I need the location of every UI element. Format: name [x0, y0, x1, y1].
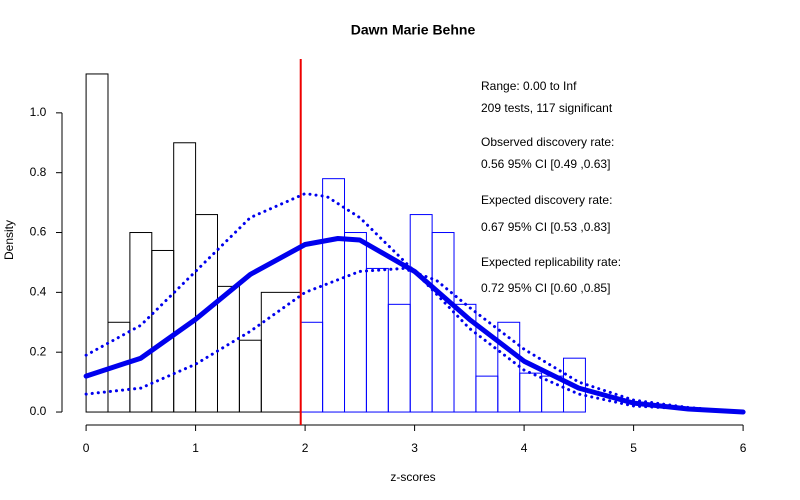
histogram-bar	[387, 303, 411, 413]
histogram-bar	[260, 291, 302, 413]
x-axis-label: z-scores	[390, 470, 435, 484]
histogram-bar	[519, 372, 543, 413]
x-tick-label: 3	[411, 441, 418, 455]
y-tick-label: 0.2	[30, 344, 47, 358]
annotation: Observed discovery rate:	[481, 135, 614, 149]
histogram-bar	[151, 249, 175, 413]
histogram-bar	[475, 375, 499, 413]
histogram-bar	[431, 232, 455, 413]
histogram-bar	[497, 321, 521, 413]
y-tick-label: 0.8	[30, 165, 47, 179]
histogram-bar	[216, 285, 240, 413]
x-tick-label: 1	[192, 441, 199, 455]
y-tick-label: 0.0	[30, 404, 47, 418]
histogram-bar	[409, 214, 433, 413]
y-axis-label: Density	[2, 220, 16, 260]
histogram-bar	[322, 178, 346, 413]
y-tick-label: 1.0	[30, 105, 47, 119]
y-tick-label: 0.6	[30, 225, 47, 239]
chart-title: Dawn Marie Behne	[351, 22, 476, 38]
histogram-bar	[129, 232, 153, 413]
histogram-bar	[173, 142, 197, 413]
y-tick-label: 0.4	[30, 285, 47, 299]
annotation: Expected replicability rate:	[481, 255, 621, 269]
annotation: Expected discovery rate:	[481, 193, 612, 207]
histogram-bar	[344, 232, 367, 413]
annotation: 209 tests, 117 significant	[481, 101, 613, 115]
histogram-bar	[300, 321, 324, 413]
annotation: 0.72 95% CI [0.60 ,0.85]	[481, 281, 610, 295]
histogram-bar	[365, 267, 389, 413]
density-curve	[83, 236, 746, 415]
x-tick-label: 5	[630, 441, 637, 455]
histogram-bar	[238, 339, 262, 413]
annotation: 0.56 95% CI [0.49 ,0.63]	[481, 157, 610, 171]
x-tick-label: 6	[740, 441, 747, 455]
histogram-bar	[563, 357, 586, 413]
ci-curve	[84, 192, 745, 414]
x-tick-label: 4	[521, 441, 528, 455]
x-tick-label: 0	[83, 441, 90, 455]
ci-curve	[84, 266, 745, 414]
annotation: 0.67 95% CI [0.53 ,0.83]	[481, 220, 610, 234]
histogram-bar	[85, 73, 109, 413]
x-tick-label: 2	[302, 441, 309, 455]
annotation: Range: 0.00 to Inf	[481, 79, 577, 93]
